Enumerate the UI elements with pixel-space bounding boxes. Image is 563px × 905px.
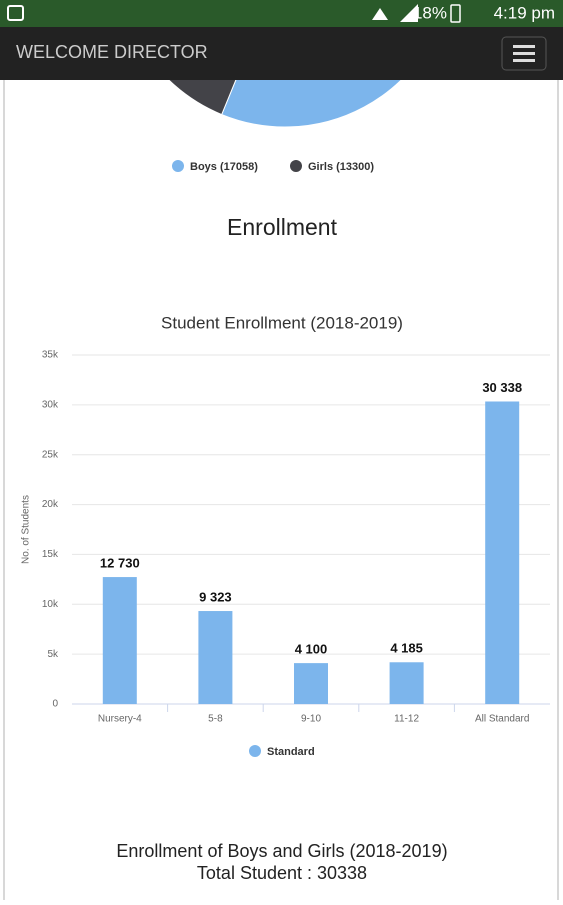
legend-marker xyxy=(290,160,302,172)
section-title: Enrollment xyxy=(227,214,338,240)
battery-icon xyxy=(450,4,461,23)
bar xyxy=(198,611,233,704)
pie-slice xyxy=(221,80,402,128)
bar-chart: Student Enrollment (2018-2019) No. of Stu… xyxy=(21,313,550,758)
bar xyxy=(102,577,137,704)
x-tick-label: 5-8 xyxy=(208,714,223,725)
content-bg xyxy=(0,80,563,900)
bar xyxy=(485,401,520,704)
y-tick-label: 35k xyxy=(42,350,59,361)
wifi-icon xyxy=(372,8,388,20)
legend-marker xyxy=(172,160,184,172)
x-tick-label: All Standard xyxy=(475,714,529,725)
y-tick-label: 0 xyxy=(52,699,58,710)
header-title: WELCOME DIRECTOR xyxy=(16,42,208,62)
y-tick-label: 5k xyxy=(47,649,59,660)
clock: 4:19 pm xyxy=(494,3,555,22)
y-tick-label: 10k xyxy=(42,599,59,610)
value-label: 4 185 xyxy=(390,641,423,656)
value-label: 9 323 xyxy=(199,589,232,604)
chart-title: Student Enrollment (2018-2019) xyxy=(161,313,403,332)
signal-icon xyxy=(400,4,418,22)
legend-label: Standard xyxy=(267,746,315,758)
legend-label: Boys (17058) xyxy=(190,161,258,173)
y-tick-label: 20k xyxy=(42,499,59,510)
app-header xyxy=(0,27,563,80)
legend-label: Girls (13300) xyxy=(308,161,374,173)
pie-slice xyxy=(168,80,237,116)
x-tick-label: 11-12 xyxy=(394,714,419,725)
menu-button-frame[interactable] xyxy=(501,36,547,71)
status-bar xyxy=(0,0,563,27)
menu-button[interactable] xyxy=(501,36,547,71)
y-tick-label: 15k xyxy=(42,549,59,560)
battery-text: 18% xyxy=(413,3,447,22)
value-label: 30 338 xyxy=(482,380,522,395)
y-axis-label: No. of Students xyxy=(21,495,32,564)
menu-bar[interactable] xyxy=(513,52,535,55)
x-tick-label: Nursery-4 xyxy=(98,714,142,725)
menu-bar[interactable] xyxy=(513,45,535,48)
notification-icon xyxy=(7,5,24,21)
value-label: 4 100 xyxy=(295,642,328,657)
footer-total: Total Student : 30338 xyxy=(197,863,367,883)
pie-chart xyxy=(168,80,402,128)
bar xyxy=(389,662,424,704)
x-tick-label: 9-10 xyxy=(301,714,321,725)
legend-marker xyxy=(249,745,261,757)
value-label: 12 730 xyxy=(100,556,140,571)
y-tick-label: 30k xyxy=(42,399,59,410)
menu-bar[interactable] xyxy=(513,59,535,62)
y-tick-label: 25k xyxy=(42,449,59,460)
footer-title: Enrollment of Boys and Girls (2018-2019) xyxy=(116,841,447,861)
bar xyxy=(294,663,328,704)
